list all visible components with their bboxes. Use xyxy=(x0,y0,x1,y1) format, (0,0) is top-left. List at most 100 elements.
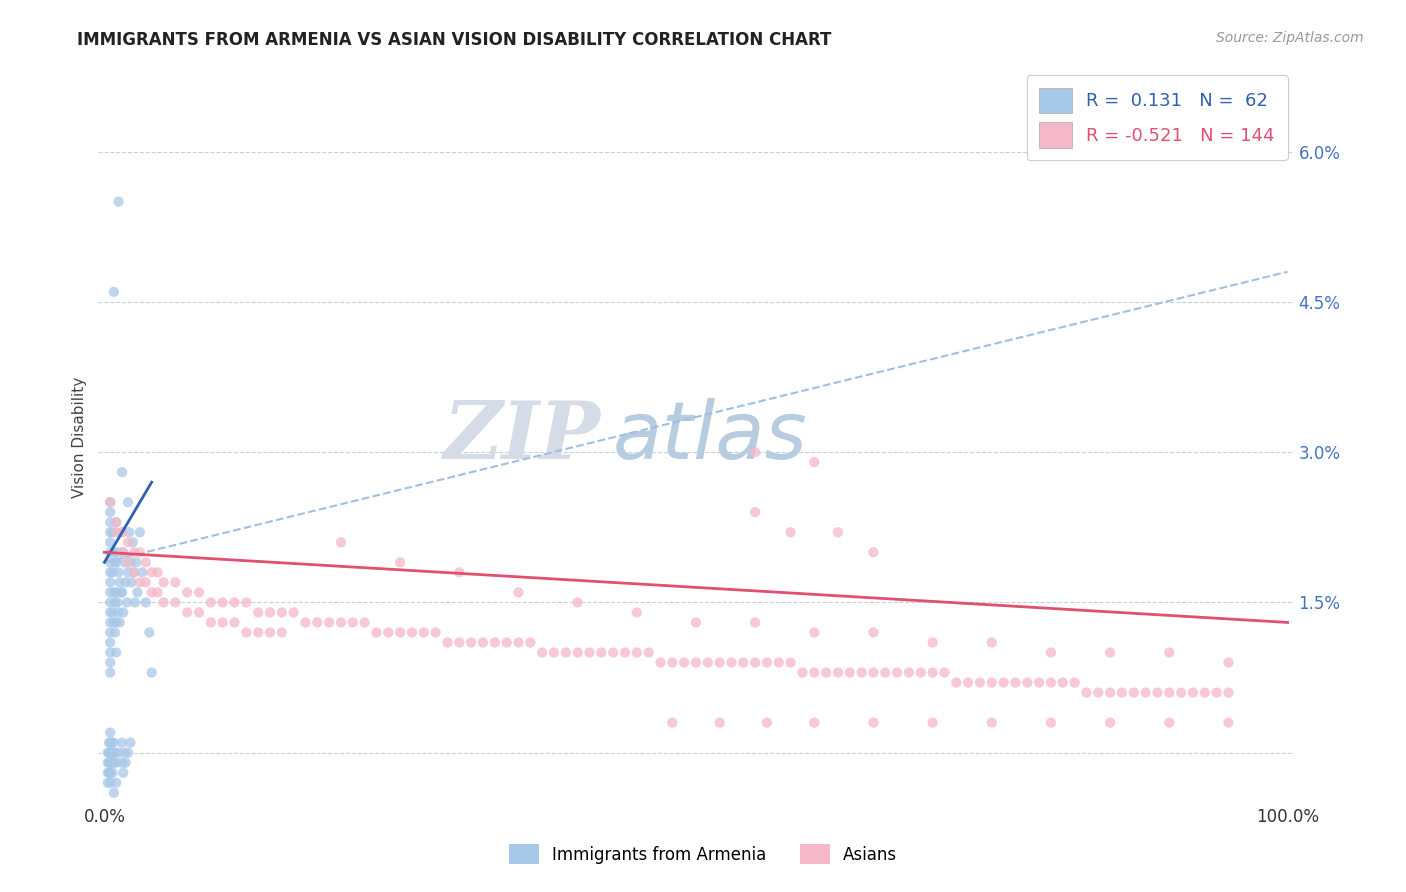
Point xyxy=(97,776,120,790)
Point xyxy=(98,545,121,559)
Point xyxy=(107,566,129,580)
Point xyxy=(366,625,388,640)
Point xyxy=(685,615,707,630)
Point xyxy=(886,665,908,680)
Point xyxy=(103,786,125,800)
Point xyxy=(127,585,149,599)
Point xyxy=(98,585,121,599)
Point xyxy=(121,535,143,549)
Point xyxy=(484,635,506,649)
Point xyxy=(1004,675,1026,690)
Point xyxy=(117,535,139,549)
Y-axis label: Vision Disability: Vision Disability xyxy=(72,376,87,498)
Point xyxy=(146,585,169,599)
Point xyxy=(1099,715,1122,730)
Point xyxy=(1218,656,1240,670)
Point xyxy=(235,595,257,609)
Point xyxy=(1111,685,1133,699)
Point xyxy=(97,746,120,760)
Point xyxy=(98,736,121,750)
Point xyxy=(578,646,600,660)
Point xyxy=(307,615,329,630)
Point xyxy=(980,675,1002,690)
Point xyxy=(211,595,233,609)
Point xyxy=(460,635,482,649)
Point xyxy=(957,675,980,690)
Text: ZIP: ZIP xyxy=(443,399,600,475)
Point xyxy=(165,595,187,609)
Point xyxy=(101,525,124,540)
Point xyxy=(567,646,589,660)
Point xyxy=(98,575,121,590)
Point xyxy=(910,665,932,680)
Point xyxy=(98,495,121,509)
Point xyxy=(100,746,122,760)
Point xyxy=(650,656,672,670)
Point xyxy=(103,756,125,770)
Point xyxy=(980,635,1002,649)
Point xyxy=(673,656,696,670)
Legend: R =  0.131   N =  62, R = -0.521   N = 144: R = 0.131 N = 62, R = -0.521 N = 144 xyxy=(1026,75,1288,161)
Point xyxy=(111,736,134,750)
Point xyxy=(98,656,121,670)
Point xyxy=(449,635,471,649)
Point xyxy=(176,606,198,620)
Point xyxy=(122,545,145,559)
Point xyxy=(921,715,943,730)
Point xyxy=(111,525,134,540)
Point xyxy=(98,515,121,529)
Point xyxy=(114,575,136,590)
Point xyxy=(235,625,257,640)
Point xyxy=(121,575,143,590)
Point xyxy=(1159,685,1181,699)
Point xyxy=(105,555,128,569)
Point xyxy=(827,525,849,540)
Point xyxy=(980,715,1002,730)
Point xyxy=(211,615,233,630)
Point xyxy=(779,525,801,540)
Point xyxy=(744,656,766,670)
Point xyxy=(720,656,742,670)
Point xyxy=(152,575,174,590)
Point xyxy=(897,665,920,680)
Point xyxy=(98,736,121,750)
Point xyxy=(1039,675,1062,690)
Point xyxy=(1135,685,1157,699)
Point xyxy=(98,566,121,580)
Point xyxy=(108,615,131,630)
Point xyxy=(270,625,292,640)
Point xyxy=(105,545,128,559)
Point xyxy=(1122,685,1144,699)
Point xyxy=(111,545,134,559)
Point xyxy=(1194,685,1216,699)
Point xyxy=(1039,715,1062,730)
Point xyxy=(112,545,135,559)
Point xyxy=(107,606,129,620)
Point xyxy=(259,606,281,620)
Point xyxy=(103,585,125,599)
Point xyxy=(105,595,128,609)
Point xyxy=(342,615,364,630)
Point xyxy=(105,646,128,660)
Point xyxy=(112,606,135,620)
Point xyxy=(114,756,136,770)
Point xyxy=(803,625,825,640)
Point xyxy=(105,615,128,630)
Point xyxy=(508,635,530,649)
Point xyxy=(105,585,128,599)
Point xyxy=(135,575,157,590)
Point xyxy=(124,595,146,609)
Point xyxy=(709,715,731,730)
Point xyxy=(862,715,884,730)
Point xyxy=(1146,685,1168,699)
Point xyxy=(294,615,316,630)
Point xyxy=(165,575,187,590)
Point xyxy=(118,525,141,540)
Point xyxy=(803,715,825,730)
Point xyxy=(131,566,153,580)
Point xyxy=(803,665,825,680)
Point xyxy=(1181,685,1204,699)
Point xyxy=(755,656,778,670)
Point xyxy=(120,736,142,750)
Point xyxy=(851,665,873,680)
